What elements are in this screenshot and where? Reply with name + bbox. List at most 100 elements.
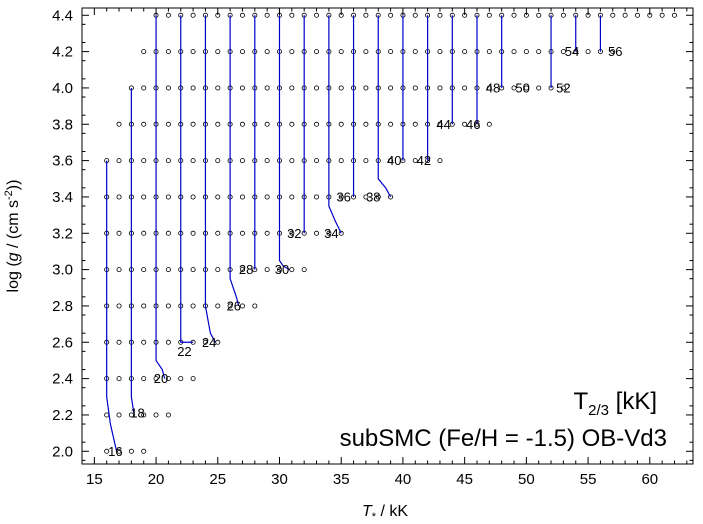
y-tick-label: 2.4 — [52, 371, 73, 388]
y-tick-label: 2.8 — [52, 298, 73, 315]
grid-point — [388, 194, 394, 200]
grid-point — [116, 121, 122, 127]
y-tick-label: 4.4 — [52, 7, 73, 24]
grid-point — [190, 85, 196, 91]
grid-point — [190, 49, 196, 55]
grid-point — [165, 376, 171, 382]
grid-point — [314, 121, 320, 127]
grid-point — [141, 448, 147, 454]
grid-point — [412, 158, 418, 164]
contour-line-20 — [155, 15, 166, 379]
contour-label-42: 42 — [417, 153, 431, 168]
grid-point — [314, 85, 320, 91]
axes — [81, 7, 694, 465]
grid-point — [375, 194, 381, 200]
contour-line-34 — [328, 15, 342, 234]
y-tick-label: 2.2 — [52, 407, 73, 424]
grid-point — [215, 49, 221, 55]
contour-label-22: 22 — [177, 344, 191, 359]
grid-point — [141, 303, 147, 309]
contour-label-30: 30 — [275, 262, 289, 277]
grid-point — [116, 230, 122, 236]
grid-point — [412, 121, 418, 127]
contour-labels: 16 18 20 22 24 26 28 30 32 34 36 38 40 42 44 46 48 50 52 54… — [108, 44, 622, 459]
y-tick-label: 2.0 — [52, 443, 73, 460]
contour-label-46: 46 — [466, 117, 480, 132]
y-tick-label: 3.0 — [52, 262, 73, 279]
grid-point — [388, 85, 394, 91]
grid-point — [511, 85, 517, 91]
grid-point — [659, 12, 665, 18]
grid-point — [523, 85, 529, 91]
grid-point — [289, 49, 295, 55]
grid-point — [190, 376, 196, 382]
grid-point — [289, 12, 295, 18]
tick-labels: 15 20 25 30 35 40 45 50 55 60 2.0 2.2 2.4 2.6 2.8 3.0 3.… — [52, 7, 658, 488]
x-tick-label: 40 — [395, 471, 412, 488]
grid-point — [437, 85, 443, 91]
grid-point — [239, 49, 245, 55]
grid-point — [178, 376, 184, 382]
grid-point — [363, 194, 369, 200]
x-tick-label: 50 — [518, 471, 535, 488]
x-tick-label: 20 — [148, 471, 165, 488]
grid-point — [239, 158, 245, 164]
grid-point — [486, 121, 492, 127]
grid-point — [104, 448, 110, 454]
grid-point — [560, 49, 566, 55]
contour-label-48: 48 — [486, 80, 500, 95]
y-tick-label: 3.8 — [52, 116, 73, 133]
grid-point — [165, 339, 171, 345]
grid-point — [388, 12, 394, 18]
grid-point — [314, 49, 320, 55]
grid-point — [412, 12, 418, 18]
grid-point — [536, 12, 542, 18]
grid-point — [314, 230, 320, 236]
x-tick-label: 60 — [641, 471, 658, 488]
grid-point — [215, 194, 221, 200]
grid-point — [338, 158, 344, 164]
grid-point — [116, 194, 122, 200]
contour-label-34: 34 — [324, 226, 338, 241]
contour-label-56: 56 — [608, 44, 622, 59]
grid-point — [388, 158, 394, 164]
x-tick-label: 15 — [86, 471, 103, 488]
contour-line-38 — [377, 15, 392, 198]
contour-label-20: 20 — [154, 371, 168, 386]
grid-point — [215, 158, 221, 164]
contour-line-18 — [130, 87, 135, 414]
grid-point — [314, 158, 320, 164]
contour-label-50: 50 — [515, 80, 529, 95]
grid-point — [116, 158, 122, 164]
contour-label-54: 54 — [565, 44, 579, 59]
y-tick-label: 2.6 — [52, 334, 73, 351]
contour-lines — [106, 15, 602, 452]
contour-line-30 — [278, 15, 290, 271]
grid-point — [412, 49, 418, 55]
contour-label-16: 16 — [108, 444, 122, 459]
grid-point — [560, 85, 566, 91]
grid-point — [363, 158, 369, 164]
grid-point — [264, 267, 270, 273]
grid-point — [412, 85, 418, 91]
contour-label-44: 44 — [436, 117, 450, 132]
grid-point — [363, 85, 369, 91]
contour-label-38: 38 — [366, 189, 380, 204]
grid-point — [462, 121, 468, 127]
grid-point — [190, 121, 196, 127]
contour-label-32: 32 — [287, 226, 301, 241]
grid-point — [610, 49, 616, 55]
grid-point — [141, 121, 147, 127]
grid-point — [437, 49, 443, 55]
grid-point — [190, 12, 196, 18]
x-tick-label: 30 — [271, 471, 288, 488]
legend-title-model: subSMC (Fe/H = -1.5) OB-Vd3 — [340, 425, 667, 452]
grid-point — [264, 158, 270, 164]
grid-point — [141, 376, 147, 382]
y-tick-label: 4.2 — [52, 44, 73, 61]
grid-point — [165, 12, 171, 18]
grid-point — [116, 303, 122, 309]
grid-point — [363, 49, 369, 55]
grid-point — [536, 85, 542, 91]
grid-point — [141, 49, 147, 55]
